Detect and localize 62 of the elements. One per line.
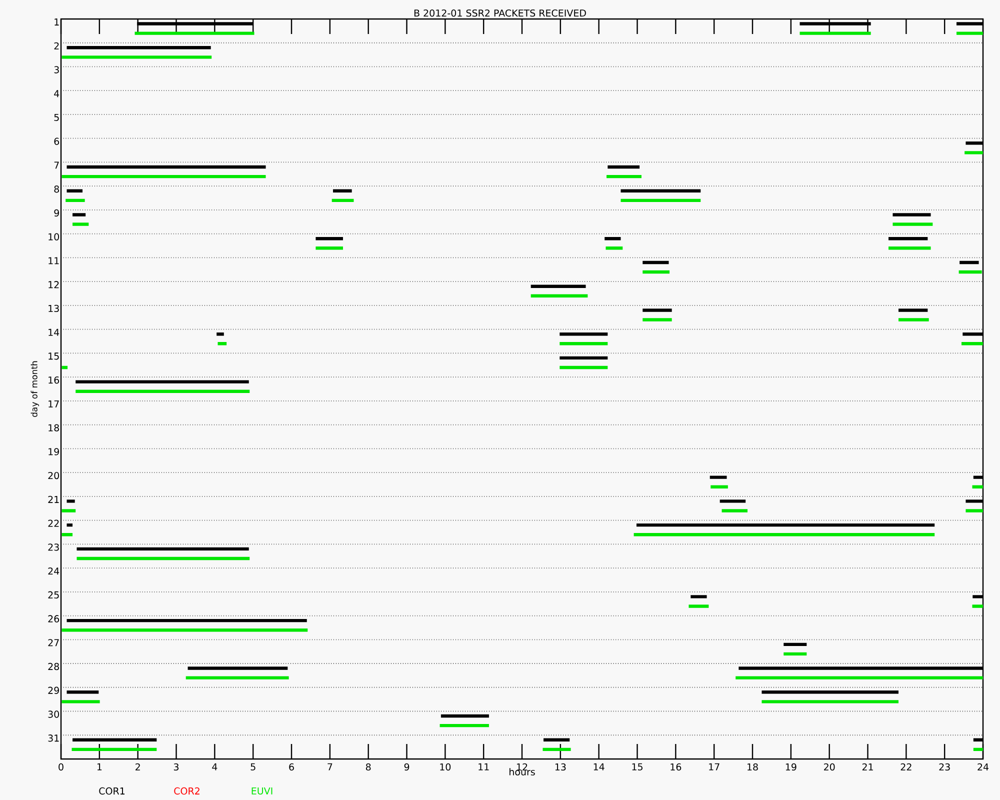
x-axis-title: hours bbox=[510, 768, 535, 776]
x-tick-label: 0 bbox=[58, 763, 64, 771]
x-tick-label: 22 bbox=[900, 763, 912, 770]
y-axis-title: day of month bbox=[30, 361, 40, 417]
x-tick-label: 18 bbox=[748, 763, 758, 771]
y-tick-label: 7 bbox=[54, 162, 59, 169]
legend-label: COR2 bbox=[174, 787, 200, 795]
y-tick-label: 31 bbox=[48, 734, 59, 742]
y-tick-label: 26 bbox=[48, 615, 60, 622]
x-tick-label: 23 bbox=[939, 763, 950, 771]
y-tick-label: 28 bbox=[48, 662, 59, 670]
y-tick-label: 17 bbox=[48, 400, 59, 408]
y-tick-label: 14 bbox=[48, 328, 60, 336]
y-tick-label: 22 bbox=[48, 520, 59, 527]
x-tick-label: 20 bbox=[824, 763, 835, 771]
x-tick-label: 21 bbox=[862, 763, 873, 770]
y-tick-label: 16 bbox=[48, 376, 60, 384]
y-tick-label: 2 bbox=[54, 42, 59, 50]
y-tick-label: 24 bbox=[48, 568, 60, 575]
y-tick-label: 30 bbox=[48, 710, 59, 718]
x-tick-label: 6 bbox=[289, 763, 294, 771]
y-tick-label: 18 bbox=[48, 424, 59, 432]
x-tick-label: 8 bbox=[366, 763, 371, 771]
y-tick-label: 20 bbox=[48, 472, 59, 480]
x-tick-label: 1 bbox=[97, 763, 102, 770]
x-tick-label: 24 bbox=[978, 763, 989, 770]
y-tick-label: 3 bbox=[54, 66, 59, 74]
text: EUVI bbox=[252, 787, 272, 795]
x-tick-label: 11 bbox=[478, 763, 489, 770]
y-tick-label: 15 bbox=[48, 352, 59, 360]
x-tick-label: 10 bbox=[440, 763, 451, 771]
x-tick-label: 15 bbox=[632, 763, 642, 770]
y-tick-label: 8 bbox=[54, 186, 59, 193]
y-tick-label: 29 bbox=[48, 686, 59, 694]
chart-title: B 2012-01 SSR2 PACKETS RECEIVED bbox=[414, 9, 586, 17]
y-tick-label: 10 bbox=[48, 233, 59, 240]
x-tick-label: 16 bbox=[670, 763, 682, 771]
x-tick-label: 19 bbox=[786, 763, 796, 771]
y-tick-label: 4 bbox=[54, 90, 60, 98]
x-tick-label: 4 bbox=[212, 763, 218, 770]
y-tick-label: 23 bbox=[48, 544, 59, 551]
y-tick-label: 12 bbox=[48, 281, 59, 288]
x-tick-label: 14 bbox=[594, 763, 604, 770]
y-tick-label: 11 bbox=[48, 257, 59, 264]
x-tick-label: 13 bbox=[555, 763, 566, 771]
x-tick-label: 3 bbox=[174, 763, 179, 771]
x-tick-label: 7 bbox=[328, 763, 332, 770]
x-tick-label: 12 bbox=[517, 763, 528, 770]
y-tick-label: 9 bbox=[54, 209, 59, 217]
text: COR1 bbox=[99, 787, 125, 795]
y-tick-label: 5 bbox=[54, 114, 59, 122]
x-tick-label: 17 bbox=[709, 763, 720, 770]
y-tick-label: 19 bbox=[48, 448, 59, 456]
y-tick-label: 27 bbox=[48, 639, 59, 646]
y-tick-label: 25 bbox=[48, 591, 59, 598]
x-tick-label: 5 bbox=[250, 763, 256, 770]
y-tick-label: 6 bbox=[54, 138, 60, 145]
x-tick-label: 2 bbox=[136, 763, 140, 770]
y-tick-label: 21 bbox=[48, 496, 59, 503]
x-tick-label: 9 bbox=[404, 763, 410, 771]
y-tick-label: 1 bbox=[54, 18, 59, 26]
y-tick-label: 13 bbox=[48, 304, 59, 312]
